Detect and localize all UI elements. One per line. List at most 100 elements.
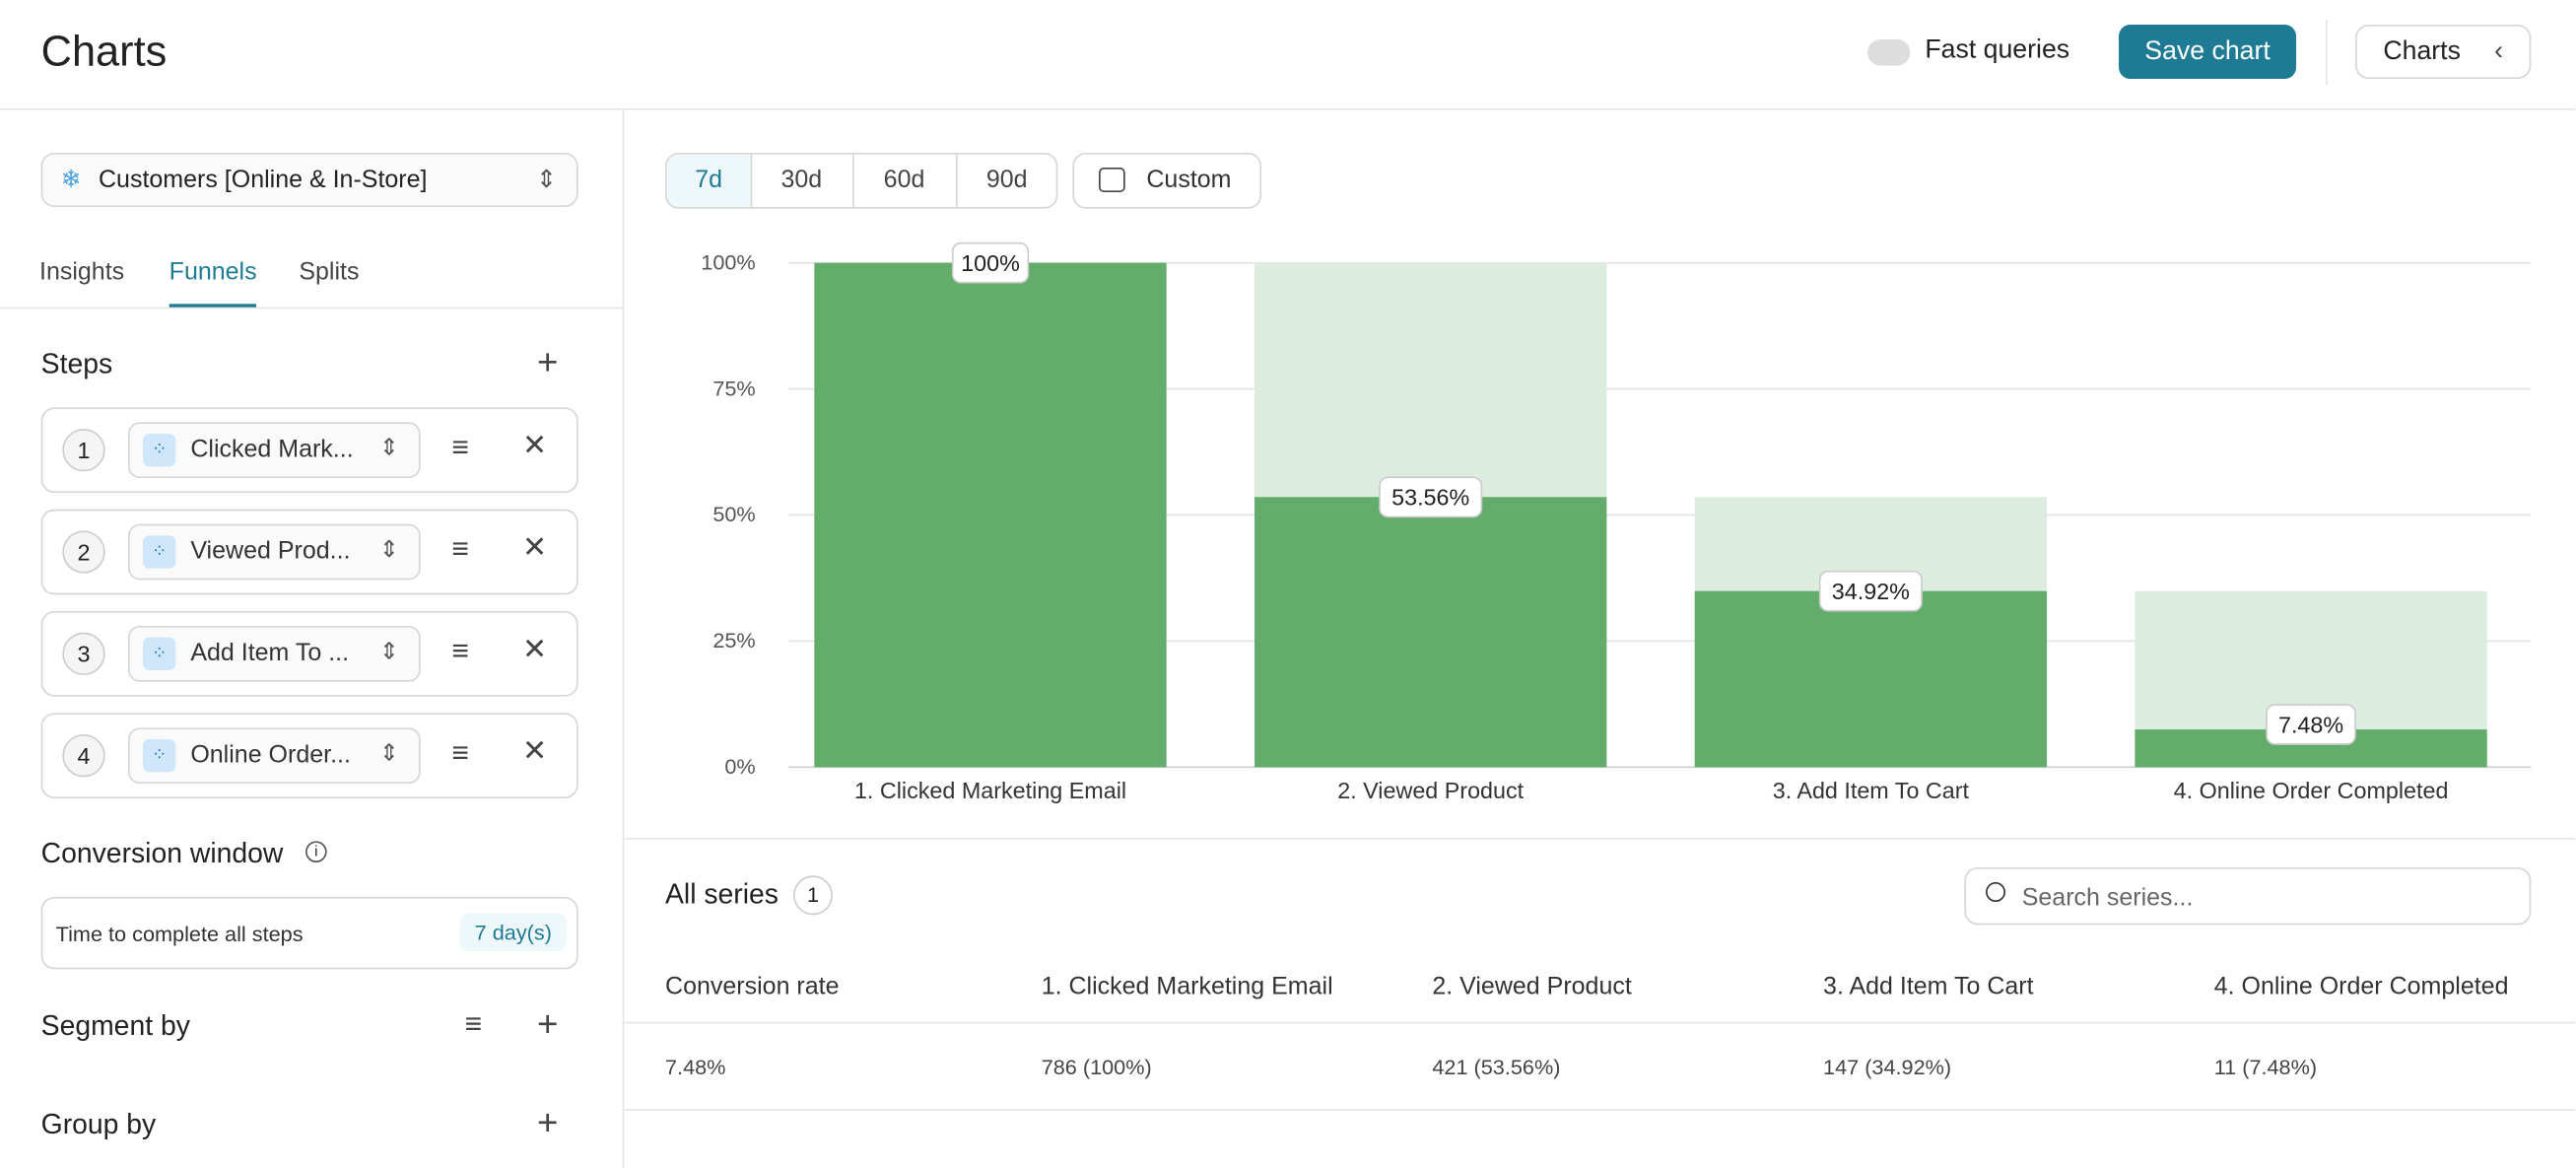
bar	[1694, 590, 2048, 768]
y-tick-label: 100%	[701, 249, 755, 274]
dataset-select[interactable]: ❄ Customers [Online & In-Store] ⇕	[40, 153, 578, 208]
table-cell: 421 (53.56%)	[1432, 1055, 1561, 1080]
header-border	[0, 108, 2576, 110]
step-card	[40, 713, 578, 799]
group-title: Group by	[40, 1109, 157, 1140]
step-label: Clicked Mark...	[190, 435, 354, 464]
conversion-title: Conversion window	[40, 838, 284, 869]
step-filter[interactable]: ≡	[451, 735, 469, 770]
step-chevron: ⇕	[379, 739, 399, 766]
tab-active[interactable]: Funnels	[169, 257, 257, 287]
step-remove[interactable]: ✕	[522, 632, 548, 666]
tabs-border	[0, 307, 623, 309]
step-number: 4	[62, 734, 105, 778]
charts-button[interactable]: Charts ‹	[2355, 25, 2532, 80]
value-label: 53.56%	[1391, 485, 1469, 511]
segment-filter[interactable]: ≡	[464, 1006, 483, 1041]
step-chevron: ⇕	[379, 535, 399, 563]
range-button[interactable]: 60d	[852, 154, 958, 208]
table-cell: 147 (34.92%)	[1823, 1055, 1952, 1080]
tab[interactable]: Insights	[39, 257, 125, 287]
steps-title: Steps	[40, 348, 113, 380]
custom-label: Custom	[1146, 166, 1232, 194]
range-button[interactable]: 90d	[985, 166, 1028, 194]
series-count: 1	[793, 875, 834, 916]
tab[interactable]: Splits	[299, 257, 360, 287]
table-border	[622, 1109, 2576, 1111]
chart-border	[622, 838, 2576, 840]
step-select[interactable]	[128, 523, 421, 581]
x-tick-label: 1. Clicked Marketing Email	[854, 778, 1126, 803]
y-tick-label: 0%	[724, 754, 755, 779]
step-chevron: ⇕	[379, 637, 399, 664]
table-header: Conversion rate	[665, 972, 840, 1001]
series-title: All series	[665, 878, 779, 911]
dataset-label: Customers [Online & In-Store]	[99, 166, 428, 194]
y-tick-label: 75%	[712, 376, 755, 400]
step-remove[interactable]: ✕	[522, 734, 548, 768]
table-header: 2. Viewed Product	[1432, 972, 1632, 1001]
conversion-text: Time to complete all steps	[55, 922, 304, 947]
x-tick-label: 4. Online Order Completed	[2174, 778, 2449, 803]
info-icon: i	[305, 841, 327, 863]
event-icon: ⁘	[143, 535, 176, 569]
step-filter[interactable]: ≡	[451, 532, 469, 566]
step-select[interactable]	[128, 727, 421, 785]
custom-button[interactable]: Custom	[1072, 153, 1262, 209]
table-cell: 7.48%	[665, 1055, 726, 1080]
search-placeholder: Search series...	[2021, 883, 2194, 913]
x-tick-label: 2. Viewed Product	[1337, 778, 1524, 803]
range-button[interactable]: 7d	[666, 154, 753, 208]
table-header: 4. Online Order Completed	[2213, 972, 2509, 1001]
add-step[interactable]: +	[537, 341, 559, 383]
step-label: Online Order...	[190, 740, 351, 770]
save-button[interactable]: Save chart	[2119, 25, 2297, 80]
step-remove[interactable]: ✕	[522, 429, 548, 462]
add-segment[interactable]: +	[537, 1003, 559, 1046]
step-select[interactable]	[128, 626, 421, 682]
step-label: Viewed Prod...	[190, 537, 351, 566]
bar	[1254, 497, 1607, 768]
event-icon: ⁘	[143, 434, 176, 467]
toggle[interactable]	[1867, 39, 1911, 66]
step-number: 2	[62, 530, 105, 574]
value-label: 34.92%	[1832, 579, 1910, 604]
step-number: 3	[62, 632, 105, 676]
value-label-box	[1818, 570, 1923, 612]
table-header: 1. Clicked Marketing Email	[1041, 972, 1333, 1001]
table-header: 3. Add Item To Cart	[1823, 972, 2034, 1001]
step-label: Add Item To ...	[190, 639, 350, 667]
add-group[interactable]: +	[537, 1102, 559, 1144]
step-card	[40, 407, 578, 494]
search-box[interactable]: Search series...	[1964, 867, 2532, 926]
step-filter[interactable]: ≡	[451, 430, 469, 464]
step-card	[40, 509, 578, 595]
range-button[interactable]: 30d	[751, 154, 854, 208]
value-label: 7.48%	[2278, 712, 2343, 737]
value-label-box	[951, 241, 1030, 284]
y-tick-label: 25%	[712, 628, 755, 653]
step-chevron: ⇕	[379, 434, 399, 460]
step-remove[interactable]: ✕	[522, 530, 548, 564]
table-cell: 786 (100%)	[1041, 1055, 1152, 1080]
charts-button-label: Charts	[2383, 37, 2461, 66]
fast-queries: Fast queries	[1925, 35, 2070, 65]
range-group: 7d 30d 60d 90d	[665, 153, 1058, 209]
conversion-value[interactable]: 7 day(s)	[459, 913, 567, 952]
bar	[814, 262, 1167, 768]
event-icon: ⁘	[143, 637, 176, 671]
value-label: 100%	[961, 250, 1020, 276]
table-cell: 11 (7.48%)	[2213, 1055, 2318, 1080]
event-icon: ⁘	[143, 739, 176, 773]
x-tick-label: 3. Add Item To Cart	[1773, 778, 1970, 803]
sidebar-border	[622, 109, 625, 1168]
value-label-box	[2266, 704, 2356, 745]
step-number: 1	[62, 429, 105, 472]
segment-title: Segment by	[40, 1010, 190, 1042]
value-label-box	[1379, 476, 1483, 518]
step-select[interactable]	[128, 422, 421, 479]
step-filter[interactable]: ≡	[451, 634, 469, 667]
y-tick-label: 50%	[712, 502, 755, 526]
